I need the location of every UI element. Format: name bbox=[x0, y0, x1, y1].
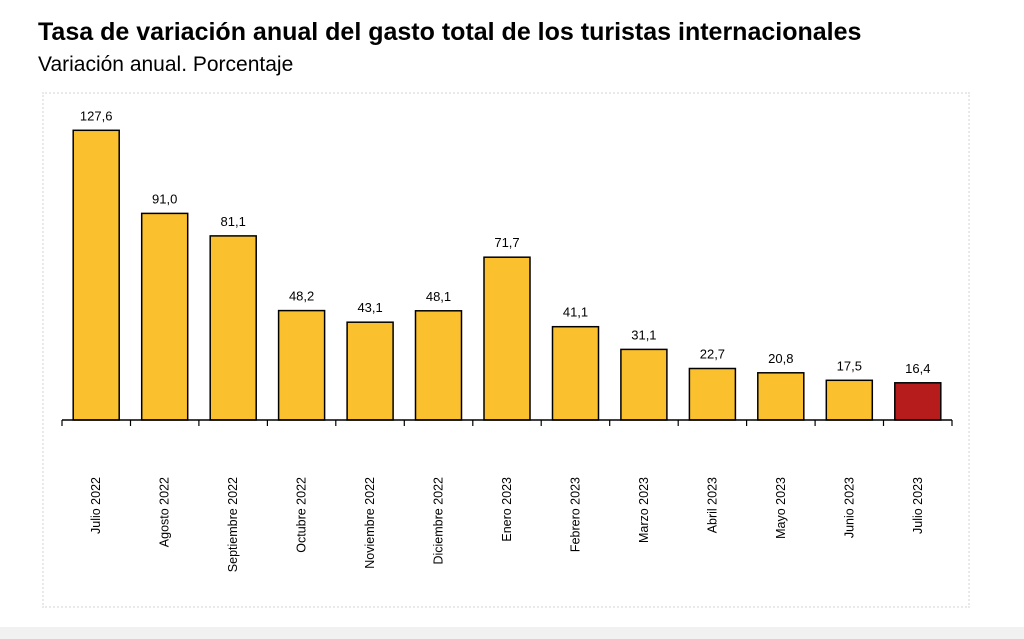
bar-5 bbox=[414, 310, 463, 421]
category-label-10: Mayo 2023 bbox=[774, 477, 788, 539]
bar-11 bbox=[825, 379, 874, 421]
bar-6 bbox=[483, 256, 531, 421]
category-label-1: Agosto 2022 bbox=[158, 477, 172, 547]
chart-frame bbox=[42, 92, 970, 608]
category-label-5: Diciembre 2022 bbox=[432, 477, 446, 565]
bar-8 bbox=[620, 348, 668, 421]
category-label-12: Julio 2023 bbox=[911, 477, 925, 534]
value-label-12: 16,4 bbox=[905, 361, 930, 376]
category-label-0: Julio 2022 bbox=[89, 477, 103, 534]
category-label-2: Septiembre 2022 bbox=[226, 477, 240, 572]
bar-0 bbox=[72, 129, 120, 421]
value-label-4: 43,1 bbox=[357, 300, 382, 315]
value-label-11: 17,5 bbox=[837, 358, 862, 373]
bar-7 bbox=[551, 325, 600, 421]
category-label-8: Marzo 2023 bbox=[637, 477, 651, 543]
bar-1 bbox=[140, 212, 189, 421]
bar-4 bbox=[346, 321, 394, 421]
category-label-6: Enero 2023 bbox=[500, 477, 514, 542]
value-label-8: 31,1 bbox=[631, 327, 656, 342]
value-label-2: 81,1 bbox=[221, 214, 246, 229]
bar-12 bbox=[894, 382, 942, 421]
category-label-7: Febrero 2023 bbox=[569, 477, 583, 552]
bar-9 bbox=[688, 367, 737, 421]
category-label-11: Junio 2023 bbox=[842, 477, 856, 538]
bar-10 bbox=[757, 372, 805, 421]
value-label-5: 48,1 bbox=[426, 289, 451, 304]
value-label-6: 71,7 bbox=[494, 235, 519, 250]
chart-title: Tasa de variación anual del gasto total … bbox=[38, 18, 862, 46]
category-label-3: Octubre 2022 bbox=[295, 477, 309, 553]
value-label-3: 48,2 bbox=[289, 289, 314, 304]
value-label-0: 127,6 bbox=[80, 108, 113, 123]
bar-3 bbox=[277, 309, 326, 421]
category-label-9: Abril 2023 bbox=[705, 477, 719, 533]
chart-subtitle: Variación anual. Porcentaje bbox=[38, 53, 294, 76]
bottom-strip bbox=[0, 627, 1024, 639]
value-label-7: 41,1 bbox=[563, 305, 588, 320]
category-label-4: Noviembre 2022 bbox=[363, 477, 377, 569]
value-label-1: 91,0 bbox=[152, 191, 177, 206]
value-label-9: 22,7 bbox=[700, 347, 725, 362]
bar-2 bbox=[209, 235, 257, 421]
value-label-10: 20,8 bbox=[768, 351, 793, 366]
